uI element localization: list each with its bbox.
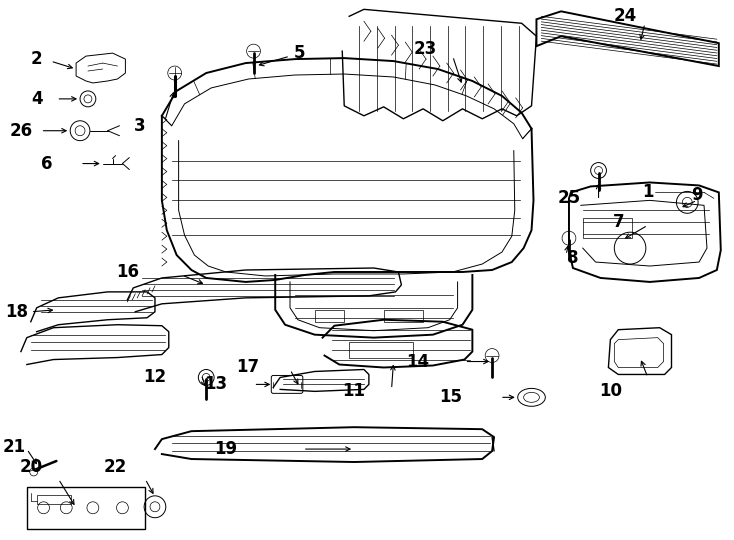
Text: 10: 10 <box>599 382 622 400</box>
Text: 4: 4 <box>31 90 43 108</box>
Text: 2: 2 <box>31 50 43 68</box>
Text: 20: 20 <box>19 458 43 476</box>
Text: 3: 3 <box>134 117 145 135</box>
Text: 26: 26 <box>10 122 32 140</box>
Text: 13: 13 <box>205 375 228 394</box>
Text: 19: 19 <box>214 440 238 458</box>
Text: 21: 21 <box>2 438 26 456</box>
Text: 6: 6 <box>41 154 52 173</box>
Text: 15: 15 <box>439 388 462 406</box>
Text: 5: 5 <box>294 44 305 62</box>
Text: 24: 24 <box>614 8 637 25</box>
Text: 25: 25 <box>557 190 581 207</box>
Text: 1: 1 <box>642 184 653 201</box>
Text: 16: 16 <box>116 263 139 281</box>
Text: 8: 8 <box>567 249 578 267</box>
Text: 12: 12 <box>143 368 167 387</box>
Text: 11: 11 <box>343 382 366 400</box>
Text: 9: 9 <box>691 186 703 204</box>
Text: 22: 22 <box>104 458 127 476</box>
Text: 17: 17 <box>236 359 259 376</box>
Text: 7: 7 <box>612 213 624 231</box>
Text: 23: 23 <box>413 40 437 58</box>
Text: 14: 14 <box>407 353 429 370</box>
Text: 18: 18 <box>5 303 29 321</box>
